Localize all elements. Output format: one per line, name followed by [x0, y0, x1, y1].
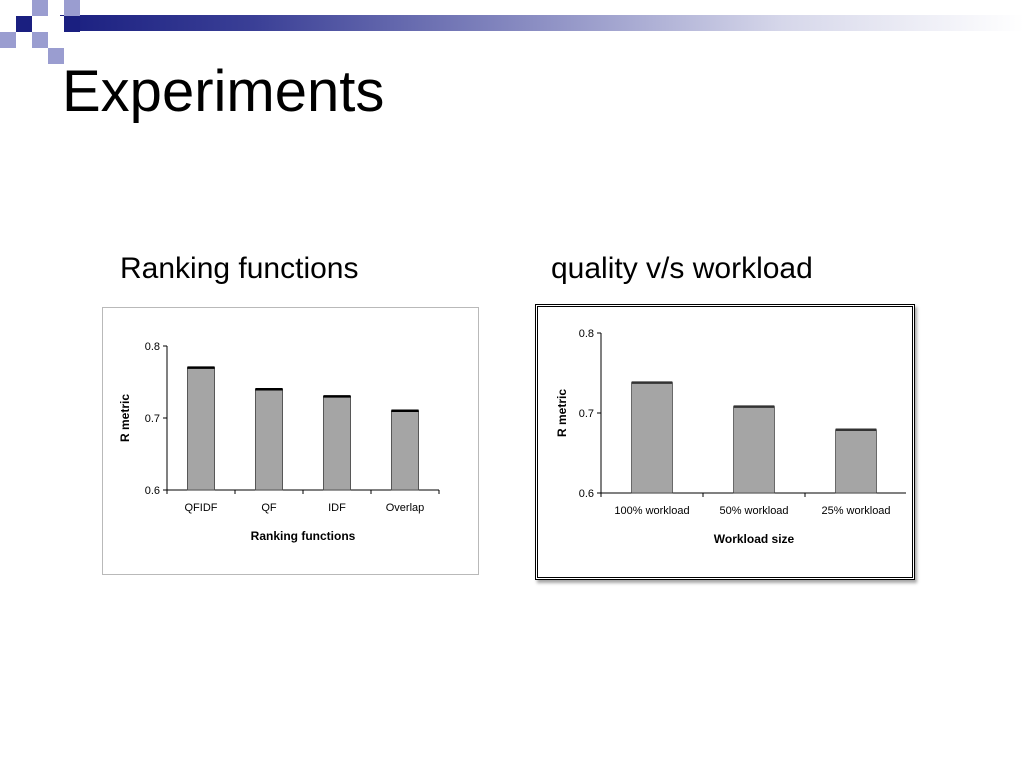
x-category-label: 100% workload: [614, 505, 689, 517]
deco-square: [64, 0, 80, 16]
title-banner: [60, 15, 1024, 31]
x-category-label: 25% workload: [821, 505, 890, 517]
bar-qfidf: [187, 367, 216, 491]
bar-25-workload: [835, 429, 877, 494]
x-category-label: QF: [261, 502, 277, 514]
ranking-functions-chart: 0.6 0.7 0.8 QFIDF QF IDF Overlap Ranking functi…: [102, 307, 479, 575]
chart-caption-left: Ranking functions: [120, 252, 359, 285]
bar-idf: [322, 396, 351, 491]
y-tick-label: 0.7: [145, 413, 160, 425]
deco-square: [48, 48, 64, 64]
x-category-label: Overlap: [386, 502, 425, 514]
workload-chart: 0.6 0.7 0.8 100% workload 50% workload 25% wo…: [535, 304, 915, 580]
bar-50-workload: [733, 406, 775, 494]
bar-overlap: [390, 410, 419, 491]
chart-caption-right: quality v/s workload: [551, 252, 813, 285]
y-tick-label: 0.8: [145, 341, 160, 353]
deco-square: [32, 0, 48, 16]
deco-square: [16, 16, 32, 32]
x-category-label: 50% workload: [719, 505, 788, 517]
deco-square: [64, 16, 80, 32]
slide-title: Experiments: [62, 59, 385, 124]
y-tick-label: 0.6: [145, 485, 160, 497]
decorative-squares: [0, 0, 80, 70]
x-axis-title: Workload size: [714, 532, 795, 546]
deco-square: [0, 32, 16, 48]
y-tick-label: 0.8: [579, 328, 594, 340]
y-axis-title: R metric: [118, 394, 132, 442]
workload-chart-svg: 0.6 0.7 0.8 100% workload 50% workload 25% wo…: [555, 328, 906, 546]
x-axis-title: Ranking functions: [251, 529, 356, 543]
y-tick-label: 0.6: [579, 488, 594, 500]
bar-100-workload: [631, 382, 673, 494]
y-tick-label: 0.7: [579, 408, 594, 420]
x-category-label: QFIDF: [185, 502, 218, 514]
bar-qf: [254, 388, 283, 491]
deco-square: [48, 16, 64, 32]
y-axis-title: R metric: [555, 389, 569, 437]
x-category-label: IDF: [328, 502, 346, 514]
deco-square: [32, 32, 48, 48]
